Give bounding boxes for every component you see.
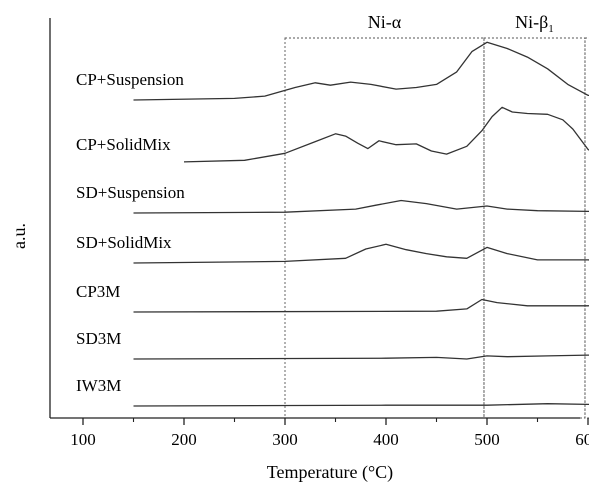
region-label: Ni-α (368, 12, 402, 32)
x-tick-label: 100 (70, 430, 96, 449)
x-tick-label: 300 (272, 430, 298, 449)
region-label: Ni-β1 (515, 12, 554, 35)
axes-layer (49, 18, 580, 419)
series-line-sd3m (133, 354, 589, 360)
series-label: CP3M (76, 282, 120, 301)
series-line-cp-solidmix (183, 106, 589, 163)
series-label: CP+Suspension (76, 70, 184, 89)
series-label: IW3M (76, 376, 121, 395)
region-box (483, 37, 586, 419)
y-axis-title: a.u. (9, 223, 29, 249)
series-label: SD+Suspension (76, 183, 185, 202)
series-label: SD+SolidMix (76, 233, 172, 252)
x-tick-label: 200 (171, 430, 197, 449)
series-labels-layer: CP+Suspension CP+SolidMix SD+Suspension SD+… (76, 70, 185, 395)
series-line-cp3m (133, 298, 589, 313)
x-tick-label: 600 (575, 430, 589, 449)
series-line-sd-suspension (133, 199, 589, 214)
x-tick-label: 400 (373, 430, 399, 449)
series-line-cp-suspension (133, 41, 589, 101)
x-tick-label: 500 (474, 430, 500, 449)
series-line-sd-solidmix (133, 243, 589, 264)
series-label: CP+SolidMix (76, 135, 171, 154)
x-ticks-layer: 100200300400500600700800 (70, 418, 589, 449)
x-axis-title: Temperature (°C) (267, 462, 393, 483)
curves-layer (133, 41, 589, 407)
series-label: SD3M (76, 329, 121, 348)
series-line-iw3m (133, 403, 589, 407)
region-box (284, 37, 485, 419)
region-layer: Ni-αNi-β1Ni-β2/ Ni–γ (284, 12, 589, 419)
